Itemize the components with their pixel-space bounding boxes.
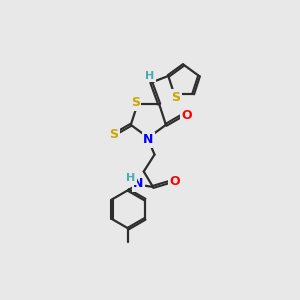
Text: N: N — [143, 134, 154, 146]
Text: O: O — [182, 109, 192, 122]
Text: S: S — [131, 96, 140, 109]
Text: H: H — [126, 173, 135, 184]
Text: S: S — [171, 91, 180, 103]
Text: N: N — [133, 177, 143, 190]
Text: H: H — [145, 70, 154, 81]
Text: S: S — [109, 128, 118, 141]
Text: O: O — [169, 175, 180, 188]
